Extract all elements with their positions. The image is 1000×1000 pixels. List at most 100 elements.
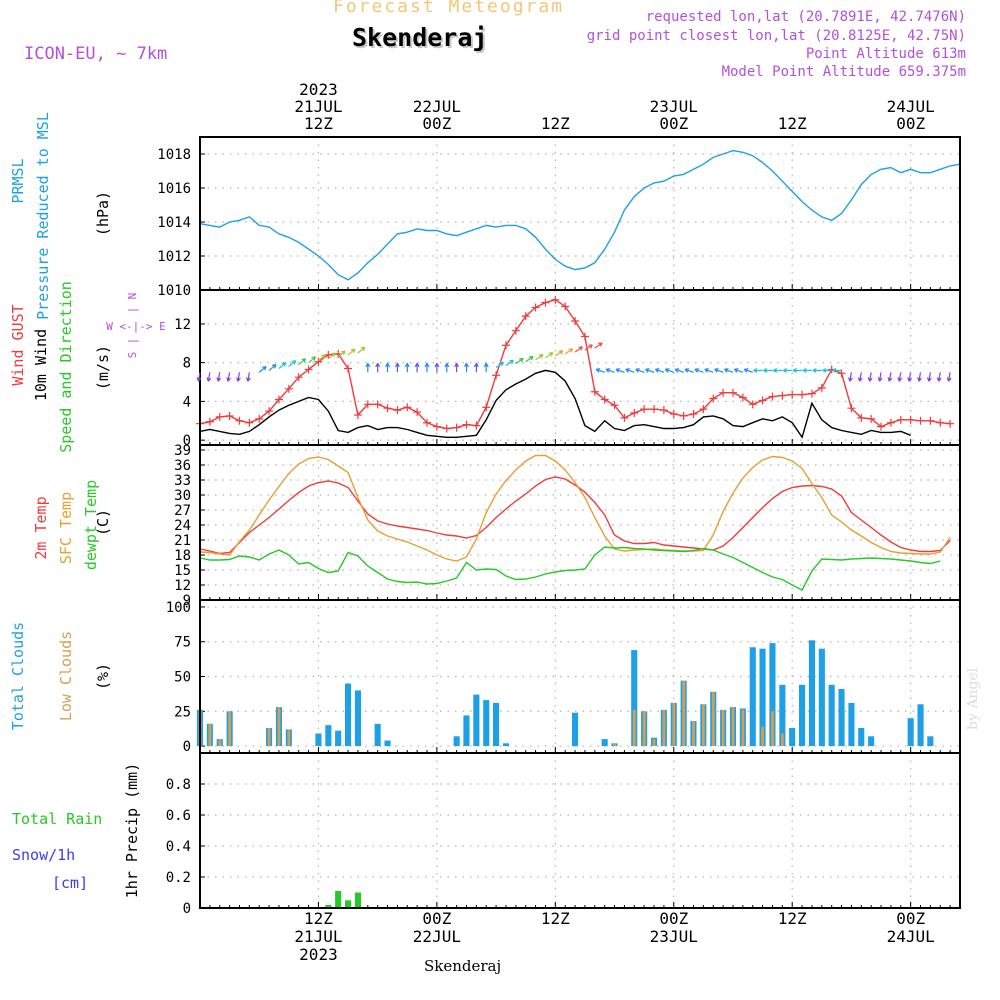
axis-title-sfc-temp: SFC Temp	[57, 492, 75, 564]
wind-arrow-head	[877, 377, 883, 382]
gust-marker	[877, 422, 886, 431]
wind-arrow-head	[271, 364, 277, 369]
wind-arrow-head	[595, 368, 601, 373]
time-label-top: 00Z	[659, 114, 688, 133]
wind-arrow	[928, 372, 931, 382]
wind-arrow	[505, 359, 514, 367]
bar-total-clouds	[779, 684, 786, 746]
gust-marker	[867, 414, 876, 423]
gust-marker	[906, 415, 915, 424]
axis-title-gust: Wind GUST	[9, 304, 27, 385]
axis-title-2m-temp: 2m Temp	[32, 496, 50, 559]
gust-marker	[650, 405, 659, 414]
unit-label-precip: 1hr Precip (mm)	[123, 763, 141, 898]
bar-total-clouds	[453, 736, 460, 746]
wind-arrow-head	[375, 363, 381, 368]
bar-total-clouds	[601, 739, 608, 747]
wind-arrow-head	[857, 377, 863, 382]
panel-precip: 0 0.2 0.4 0.6 0.8 1hr Precip (mm)	[123, 752, 961, 917]
wind-arrow-head	[291, 360, 297, 365]
unit-label-pressure: (hPa)	[94, 191, 112, 236]
wind-arrow	[734, 368, 744, 373]
wind-arrow	[258, 366, 267, 373]
wind-arrow-head	[588, 344, 593, 349]
bar-total-clouds	[493, 702, 500, 746]
bar-low-clouds	[672, 702, 676, 746]
gust-marker	[294, 373, 303, 382]
wind-arrow-head	[812, 367, 817, 373]
gust-marker	[610, 401, 619, 410]
axis-title-wind-speed-dir: Speed and Direction	[57, 281, 75, 453]
bar-total-clouds	[907, 718, 914, 746]
time-label-top: 24JUL	[887, 97, 935, 116]
wind-arrow-head	[262, 366, 267, 371]
ytick-label-precip: 0.8	[166, 777, 191, 793]
wind-arrow-head	[548, 352, 554, 357]
ytick-label-temperature: 27	[174, 503, 191, 519]
wind-arrow-head	[578, 346, 583, 351]
gust-marker	[580, 332, 589, 341]
wind-arrow-head	[792, 367, 797, 373]
ytick-label-temperature: 24	[174, 518, 191, 534]
wind-arrow-head	[598, 342, 603, 347]
gust-marker	[531, 303, 540, 312]
time-label-bottom: 12Z	[778, 909, 807, 928]
gust-marker	[679, 411, 688, 420]
series-line-sfc-temp	[199, 454, 951, 562]
wind-arrow-head	[216, 377, 222, 382]
wind-arrow	[694, 368, 704, 373]
wind-arrow-head	[917, 377, 922, 382]
ytick-label-precip: 0.6	[166, 808, 191, 824]
gust-marker	[669, 410, 678, 418]
bar-low-clouds	[741, 709, 745, 747]
time-label-top: 12Z	[778, 114, 807, 133]
gust-marker	[442, 424, 451, 433]
wind-arrow-head	[236, 377, 241, 382]
bar-total-clouds	[631, 650, 638, 747]
wind-arrow	[714, 368, 724, 373]
wind-legend-north: N	[126, 293, 139, 300]
gust-marker	[926, 416, 935, 425]
time-label-top: 23JUL	[650, 97, 698, 116]
wind-arrow-head	[414, 363, 420, 368]
model-name: ICON-EU, ~ 7km	[24, 44, 168, 64]
bar-total-clouds	[572, 712, 579, 747]
wind-legend-bar-top: |	[126, 307, 139, 314]
bar-total-clouds	[502, 743, 509, 747]
wind-arrow-head	[867, 377, 873, 382]
ytick-label-precip: 0.2	[166, 870, 191, 886]
wind-arrow	[605, 368, 615, 373]
bar-total-clouds	[354, 690, 361, 746]
series-line-prmsl	[199, 149, 961, 281]
gust-marker	[423, 418, 432, 427]
wind-arrow	[948, 372, 951, 382]
ytick-label-temperature: 12	[174, 578, 191, 594]
time-label-top: 00Z	[896, 114, 925, 133]
wind-arrow-head	[281, 362, 287, 367]
ytick-label-clouds: 25	[174, 704, 191, 720]
series-line-10m-wind	[199, 369, 911, 439]
bar-total-clouds	[818, 648, 825, 747]
wind-arrow-head	[907, 377, 913, 382]
wind-arrow-head	[245, 377, 251, 382]
wind-arrow-head	[684, 368, 690, 373]
wind-arrow-head	[822, 367, 827, 373]
wind-arrow-head	[832, 367, 837, 373]
gust-marker	[620, 413, 629, 422]
wind-arrow-head	[360, 346, 366, 352]
wind-arrow	[938, 372, 941, 382]
wind-arrow-head	[654, 368, 660, 373]
gust-marker	[373, 400, 382, 409]
ytick-label-temperature: 30	[174, 488, 191, 504]
wind-arrow	[337, 350, 346, 358]
wind-arrow	[237, 372, 241, 382]
gust-marker	[758, 396, 767, 405]
wind-arrow	[635, 368, 645, 373]
bar-low-clouds	[228, 711, 231, 747]
gust-marker	[245, 418, 254, 427]
time-label-top: 22JUL	[413, 97, 461, 116]
wind-arrow-head	[848, 377, 853, 382]
bar-total-clouds	[325, 725, 332, 747]
